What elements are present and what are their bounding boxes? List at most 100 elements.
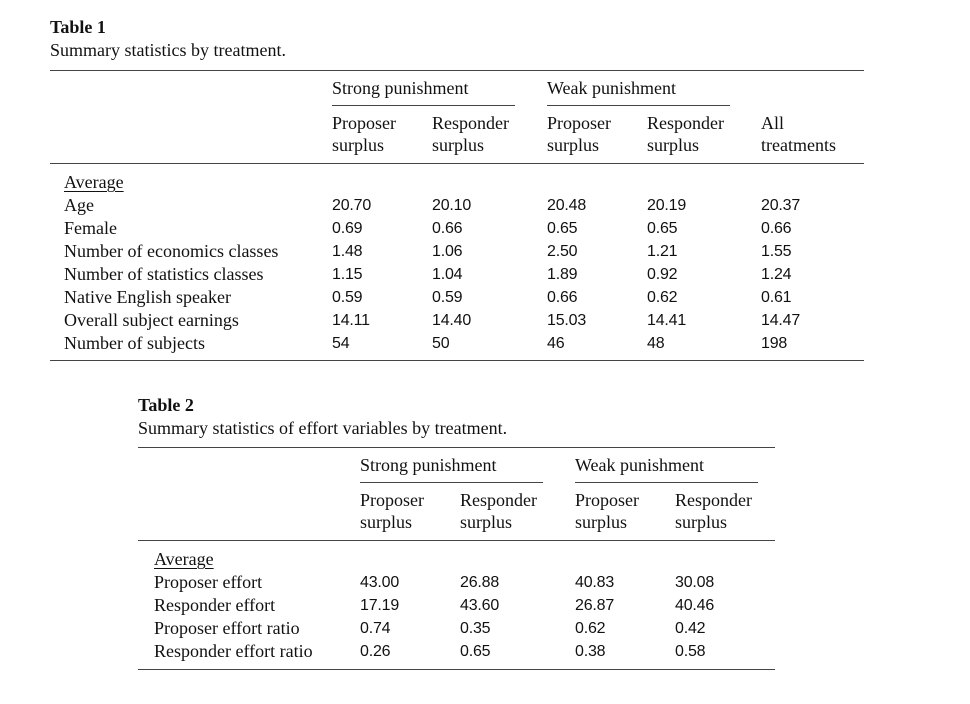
cell: 0.74 <box>360 620 391 637</box>
cell: 0.62 <box>647 289 678 306</box>
cell: 1.48 <box>332 243 363 260</box>
cell: 0.59 <box>332 289 363 306</box>
cell: 14.41 <box>647 312 687 329</box>
table-title: Table 2 <box>138 395 194 415</box>
row-label: Number of subjects <box>64 333 205 353</box>
cell: 40.83 <box>575 574 615 591</box>
cell: 0.62 <box>575 620 606 637</box>
cell: 43.00 <box>360 574 400 591</box>
cell: 1.04 <box>432 266 463 283</box>
column-header: Responder surplus <box>432 113 509 155</box>
table-2: Table 2 Summary statistics of effort var… <box>138 394 775 674</box>
table-row: Number of subjects 54 50 46 48 198 <box>50 332 864 355</box>
cell: 0.35 <box>460 620 491 637</box>
column-header: All treatments <box>761 113 836 155</box>
table-title: Table 1 <box>50 17 106 37</box>
row-label: Proposer effort <box>154 572 263 592</box>
table-row: Age 20.70 20.10 20.48 20.19 20.37 <box>50 194 864 217</box>
cell: 0.66 <box>761 220 792 237</box>
cell: 30.08 <box>675 574 715 591</box>
row-label: Female <box>64 218 117 238</box>
table-caption: Summary statistics of effort variables b… <box>138 418 508 438</box>
top-rule <box>50 70 864 71</box>
cell: 20.70 <box>332 197 372 214</box>
cell: 20.48 <box>547 197 587 214</box>
row-label: Overall subject earnings <box>64 310 239 330</box>
table-caption: Summary statistics by treatment. <box>50 40 286 60</box>
cell: 1.89 <box>547 266 578 283</box>
cell: 0.92 <box>647 266 678 283</box>
top-rule <box>138 447 775 448</box>
cell: 14.40 <box>432 312 472 329</box>
cell: 20.37 <box>761 197 801 214</box>
group-header-weak: Weak punishment <box>575 455 705 475</box>
table-row: Responder effort ratio 0.26 0.65 0.38 0.… <box>138 640 775 663</box>
group-header-strong: Strong punishment <box>360 455 497 475</box>
column-header: Proposer surplus <box>360 490 424 532</box>
group-header-weak: Weak punishment <box>547 78 677 98</box>
group-rule-strong <box>332 105 515 106</box>
cell: 14.11 <box>332 312 370 329</box>
row-label: Responder effort ratio <box>154 641 313 661</box>
cell: 14.47 <box>761 312 801 329</box>
section-label: Average <box>64 172 124 192</box>
column-header: Proposer surplus <box>575 490 639 532</box>
cell: 0.26 <box>360 643 391 660</box>
group-header-strong: Strong punishment <box>332 78 469 98</box>
table-row: Native English speaker 0.59 0.59 0.66 0.… <box>50 286 864 309</box>
cell: 43.60 <box>460 597 500 614</box>
cell: 1.06 <box>432 243 463 260</box>
cell: 0.65 <box>460 643 491 660</box>
column-header: Responder surplus <box>647 113 724 155</box>
table-row: Female 0.69 0.66 0.65 0.65 0.66 <box>50 217 864 240</box>
header-rule <box>138 540 775 541</box>
header-rule <box>50 163 864 164</box>
column-header: Responder surplus <box>675 490 752 532</box>
row-label: Age <box>64 195 94 215</box>
table-row: Proposer effort ratio 0.74 0.35 0.62 0.4… <box>138 617 775 640</box>
group-rule-strong <box>360 482 543 483</box>
cell: 198 <box>761 335 788 352</box>
cell: 0.69 <box>332 220 363 237</box>
cell: 26.88 <box>460 574 500 591</box>
cell: 0.38 <box>575 643 606 660</box>
group-rule-weak <box>575 482 758 483</box>
column-header: Proposer surplus <box>332 113 396 155</box>
table-row: Overall subject earnings 14.11 14.40 15.… <box>50 309 864 332</box>
cell: 0.58 <box>675 643 706 660</box>
cell: 0.65 <box>547 220 578 237</box>
row-label: Number of economics classes <box>64 241 279 261</box>
section-label: Average <box>154 549 214 569</box>
cell: 0.66 <box>432 220 463 237</box>
group-rule-weak <box>547 105 730 106</box>
cell: 40.46 <box>675 597 715 614</box>
bottom-rule <box>138 669 775 670</box>
cell: 46 <box>547 335 565 352</box>
cell: 0.66 <box>547 289 578 306</box>
table-row: Number of statistics classes 1.15 1.04 1… <box>50 263 864 286</box>
cell: 1.15 <box>332 266 363 283</box>
cell: 20.19 <box>647 197 687 214</box>
row-label: Proposer effort ratio <box>154 618 300 638</box>
cell: 26.87 <box>575 597 615 614</box>
cell: 0.42 <box>675 620 706 637</box>
bottom-rule <box>50 360 864 361</box>
column-header: Proposer surplus <box>547 113 611 155</box>
table-row: Proposer effort 43.00 26.88 40.83 30.08 <box>138 571 775 594</box>
row-label: Number of statistics classes <box>64 264 264 284</box>
cell: 50 <box>432 335 450 352</box>
cell: 1.24 <box>761 266 792 283</box>
cell: 2.50 <box>547 243 578 260</box>
table-row: Number of economics classes 1.48 1.06 2.… <box>50 240 864 263</box>
table-1: Table 1 Summary statistics by treatment.… <box>50 16 864 366</box>
cell: 17.19 <box>360 597 400 614</box>
cell: 54 <box>332 335 350 352</box>
cell: 0.61 <box>761 289 792 306</box>
column-header: Responder surplus <box>460 490 537 532</box>
cell: 1.55 <box>761 243 792 260</box>
cell: 0.65 <box>647 220 678 237</box>
table-row: Responder effort 17.19 43.60 26.87 40.46 <box>138 594 775 617</box>
cell: 15.03 <box>547 312 587 329</box>
cell: 20.10 <box>432 197 472 214</box>
cell: 1.21 <box>647 243 678 260</box>
